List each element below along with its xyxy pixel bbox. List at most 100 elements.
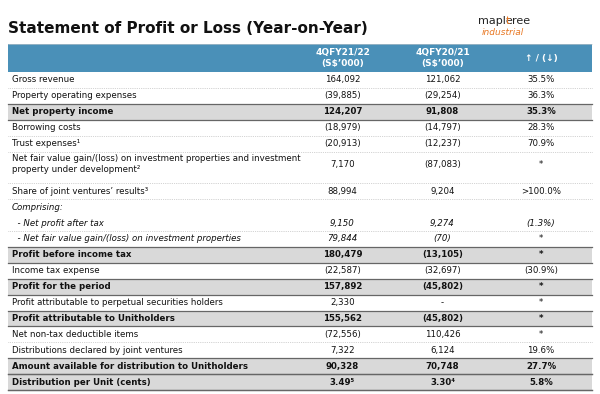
Text: *: * (539, 298, 543, 307)
Bar (8, 136, 592, 152)
Text: (72,556): (72,556) (324, 330, 361, 339)
Text: (14,797): (14,797) (424, 123, 461, 132)
Bar (8, 247, 592, 263)
Bar (8, 295, 592, 310)
Bar (8, 231, 592, 247)
Bar (8, 88, 592, 104)
Text: maple: maple (478, 16, 513, 26)
Text: 70,748: 70,748 (425, 362, 460, 371)
Text: *: * (539, 314, 543, 323)
Text: (45,802): (45,802) (422, 282, 463, 291)
Text: - Net profit after tax: - Net profit after tax (12, 219, 104, 228)
Text: 9,150: 9,150 (330, 219, 355, 228)
Text: 7,170: 7,170 (330, 160, 355, 169)
Text: (39,885): (39,885) (324, 91, 361, 100)
Text: (45,802): (45,802) (422, 314, 463, 323)
Text: 19.6%: 19.6% (527, 346, 554, 355)
Text: 2,330: 2,330 (330, 298, 355, 307)
Bar (8, 44, 592, 72)
Text: 27.7%: 27.7% (526, 362, 556, 371)
Text: Profit before income tax: Profit before income tax (12, 250, 131, 259)
Text: 7,322: 7,322 (330, 346, 355, 355)
Text: Property operating expenses: Property operating expenses (12, 91, 137, 100)
Bar (8, 72, 592, 88)
Text: (32,697): (32,697) (424, 266, 461, 275)
Text: ree: ree (512, 16, 530, 26)
Text: 157,892: 157,892 (323, 282, 362, 291)
Text: Profit for the period: Profit for the period (12, 282, 110, 291)
Text: 124,207: 124,207 (323, 107, 362, 116)
Text: >100.0%: >100.0% (521, 187, 561, 196)
Text: -: - (441, 298, 444, 307)
Text: 155,562: 155,562 (323, 314, 362, 323)
Bar (8, 215, 592, 231)
Text: 91,808: 91,808 (426, 107, 459, 116)
Text: 121,062: 121,062 (425, 75, 460, 84)
Text: Distributions declared by joint ventures: Distributions declared by joint ventures (12, 346, 182, 355)
Text: ↑ / (↓): ↑ / (↓) (524, 54, 557, 63)
Text: Profit attributable to perpetual securities holders: Profit attributable to perpetual securit… (12, 298, 223, 307)
Text: (18,979): (18,979) (324, 123, 361, 132)
Text: (1.3%): (1.3%) (527, 219, 556, 228)
Text: (13,105): (13,105) (422, 250, 463, 259)
Text: 88,994: 88,994 (328, 187, 358, 196)
Text: (70): (70) (434, 234, 451, 243)
Text: 6,124: 6,124 (430, 346, 455, 355)
Text: 4QFY21/22
(S$’000): 4QFY21/22 (S$’000) (315, 48, 370, 68)
Text: *: * (539, 234, 543, 243)
Text: 180,479: 180,479 (323, 250, 362, 259)
Text: 35.3%: 35.3% (526, 107, 556, 116)
Text: 3.49⁵: 3.49⁵ (330, 377, 355, 387)
Text: (87,083): (87,083) (424, 160, 461, 169)
Bar (8, 199, 592, 215)
Text: Distribution per Unit (cents): Distribution per Unit (cents) (12, 377, 151, 387)
Text: *: * (539, 282, 543, 291)
Text: 110,426: 110,426 (425, 330, 460, 339)
Text: 3.30⁴: 3.30⁴ (430, 377, 455, 387)
Bar (8, 310, 592, 326)
Text: Trust expenses¹: Trust expenses¹ (12, 139, 80, 148)
Text: Net non-tax deductible items: Net non-tax deductible items (12, 330, 138, 339)
Text: (22,587): (22,587) (324, 266, 361, 275)
Text: 90,328: 90,328 (326, 362, 359, 371)
Text: Net fair value gain/(loss) on investment properties and investment
property unde: Net fair value gain/(loss) on investment… (12, 154, 301, 174)
Text: industrial: industrial (482, 28, 524, 37)
Text: Comprising:: Comprising: (12, 203, 64, 212)
Text: *: * (539, 250, 543, 259)
Text: Amount available for distribution to Unitholders: Amount available for distribution to Uni… (12, 362, 248, 371)
Text: 35.5%: 35.5% (527, 75, 554, 84)
Text: Share of joint ventures’ results³: Share of joint ventures’ results³ (12, 187, 148, 196)
Text: 9,274: 9,274 (430, 219, 455, 228)
Text: Borrowing costs: Borrowing costs (12, 123, 80, 132)
Text: 5.8%: 5.8% (529, 377, 553, 387)
Text: 28.3%: 28.3% (527, 123, 554, 132)
Text: *: * (539, 330, 543, 339)
Bar (8, 263, 592, 279)
Text: (29,254): (29,254) (424, 91, 461, 100)
Text: Income tax expense: Income tax expense (12, 266, 100, 275)
Text: 36.3%: 36.3% (527, 91, 554, 100)
Text: Statement of Profit or Loss (Year-on-Year): Statement of Profit or Loss (Year-on-Yea… (8, 20, 368, 35)
Text: 164,092: 164,092 (325, 75, 360, 84)
Bar (8, 342, 592, 358)
Text: Profit attributable to Unitholders: Profit attributable to Unitholders (12, 314, 175, 323)
Bar (8, 326, 592, 342)
Bar (8, 104, 592, 120)
Text: 4QFY20/21
(S$’000): 4QFY20/21 (S$’000) (415, 48, 470, 68)
Text: 79,844: 79,844 (328, 234, 358, 243)
Text: t: t (506, 16, 511, 26)
Text: *: * (539, 160, 543, 169)
Bar (8, 358, 592, 374)
Text: 9,204: 9,204 (430, 187, 455, 196)
Text: - Net fair value gain/(loss) on investment properties: - Net fair value gain/(loss) on investme… (12, 234, 241, 243)
Text: (12,237): (12,237) (424, 139, 461, 148)
Text: Gross revenue: Gross revenue (12, 75, 74, 84)
Bar (8, 183, 592, 199)
Bar (8, 152, 592, 183)
Bar (8, 279, 592, 295)
Bar (8, 120, 592, 136)
Text: (20,913): (20,913) (324, 139, 361, 148)
Bar (8, 374, 592, 390)
Text: Net property income: Net property income (12, 107, 113, 116)
Text: 70.9%: 70.9% (527, 139, 554, 148)
